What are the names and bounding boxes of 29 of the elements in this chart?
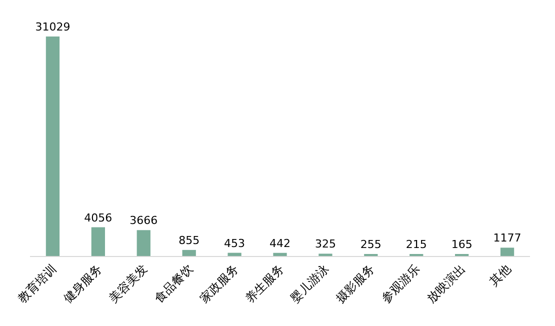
bar <box>91 227 105 256</box>
bar <box>136 230 150 256</box>
data-label: 31029 <box>35 20 70 34</box>
x-tick-label: 婴儿游泳 <box>288 262 332 306</box>
data-label: 165 <box>451 238 472 251</box>
data-label: 255 <box>360 238 382 251</box>
x-tick-label: 食品餐饮 <box>152 262 196 306</box>
data-label: 4056 <box>84 211 112 224</box>
x-tick-label: 其他 <box>486 262 514 289</box>
x-tick-label: 放映演出 <box>424 262 468 306</box>
x-tick-label: 养生服务 <box>242 262 286 306</box>
x-tick-label: 参观游乐 <box>378 262 423 306</box>
bar <box>228 252 242 256</box>
data-label: 442 <box>270 236 290 250</box>
bar <box>273 252 287 256</box>
x-tick-label: 健身服务 <box>60 262 105 306</box>
x-tick-label: 教育培训 <box>15 262 60 306</box>
bar <box>46 36 60 256</box>
data-label: 325 <box>314 238 336 251</box>
data-label: 453 <box>224 236 246 250</box>
bar <box>182 250 196 256</box>
x-tick-label: 家政服务 <box>197 262 241 306</box>
data-label: 215 <box>406 238 427 251</box>
bar <box>500 248 514 256</box>
data-label: 3666 <box>130 214 158 228</box>
x-tick-label: 美容美发 <box>106 262 150 306</box>
data-label: 855 <box>178 234 200 247</box>
x-tick-label: 摄影服务 <box>333 262 378 306</box>
data-label: 1177 <box>493 232 522 245</box>
